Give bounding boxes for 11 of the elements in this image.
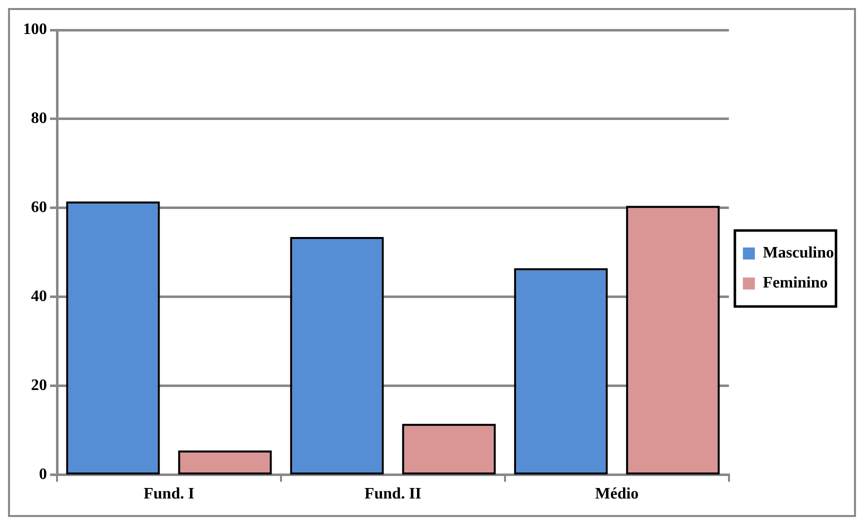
y-tick-label: 0 <box>39 466 47 483</box>
x-tick-label: Médio <box>595 486 639 503</box>
x-tick-label: Fund. II <box>364 486 422 503</box>
y-tick-label: 40 <box>31 288 47 306</box>
y-tick-label: 20 <box>31 376 47 394</box>
y-tick-label: 80 <box>31 110 47 128</box>
x-tick-label: Fund. I <box>144 486 194 503</box>
legend-label: Feminino <box>762 274 828 292</box>
y-tick-label: 60 <box>31 199 47 216</box>
legend-label: Masculino <box>762 244 834 262</box>
y-tick-label: 100 <box>23 21 47 38</box>
